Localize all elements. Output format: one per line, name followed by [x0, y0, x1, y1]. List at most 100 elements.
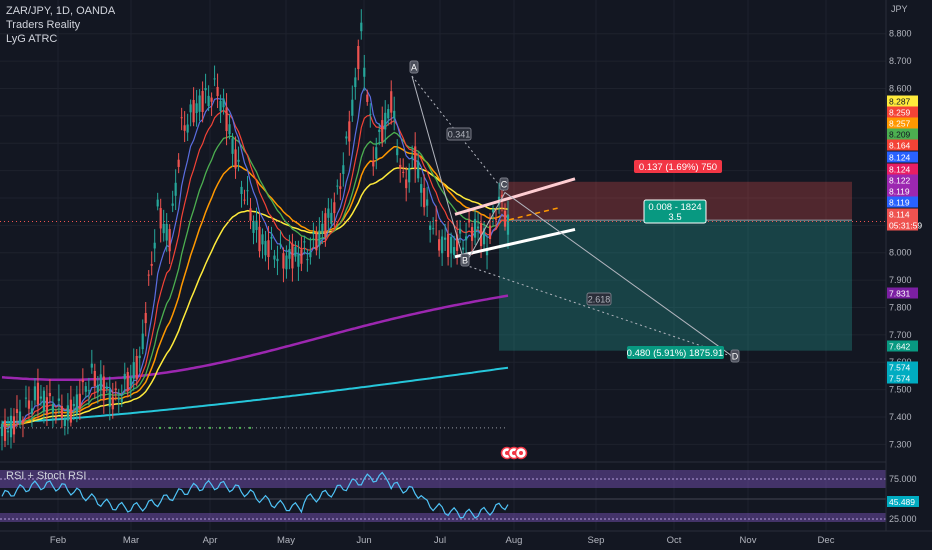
candle-body	[438, 239, 441, 251]
candle-body	[396, 148, 399, 156]
time-axis-bg	[0, 531, 932, 550]
target-label-box[interactable]	[627, 346, 724, 359]
candle-body	[327, 208, 330, 218]
price-tag-bg	[887, 372, 918, 384]
candle-body	[393, 110, 396, 119]
candle-body	[156, 199, 159, 207]
candle-body	[417, 161, 420, 179]
candle-body	[222, 98, 225, 108]
symbol-title[interactable]: ZAR/JPY, 1D, OANDA	[6, 5, 116, 17]
rsi-level-75: 75.000	[889, 474, 917, 484]
price-tag-bg	[887, 174, 918, 186]
candle-body	[336, 185, 339, 187]
candle-body	[303, 241, 306, 243]
ema-red-line	[1, 109, 509, 428]
candle-body	[476, 226, 480, 229]
stop-label-box[interactable]	[634, 160, 722, 173]
price-axis[interactable]: JPY8.8008.7008.6008.5008.4008.3008.2008.…	[885, 0, 932, 550]
candle-body	[324, 213, 327, 238]
pattern-label-a-box	[409, 60, 419, 74]
candle-body	[45, 397, 49, 414]
candle-body	[18, 411, 22, 425]
candle-body	[381, 120, 384, 142]
candle-body	[123, 373, 126, 380]
candle-body	[435, 219, 438, 222]
candlesticks	[0, 9, 510, 451]
signal-dot	[178, 426, 182, 430]
y-tick-label: 7.800	[889, 302, 912, 312]
candle-body	[54, 417, 57, 419]
signal-dot	[218, 426, 222, 430]
price-tag: 8.122	[889, 176, 911, 186]
drawings[interactable]: A B C D 0.341 2.618 0.137 (1.69%) 750 0.008 - 1…	[0, 60, 886, 460]
oversold-band	[0, 513, 886, 522]
candle-body	[447, 233, 450, 258]
price-tag-bg	[887, 95, 918, 107]
candle-body	[273, 255, 276, 260]
candle-body	[84, 386, 87, 392]
abcd-pattern-line[interactable]	[411, 75, 734, 358]
ratio-label-box[interactable]	[643, 199, 707, 224]
candle-body	[494, 219, 498, 221]
event-icon-dot	[519, 451, 523, 455]
candle-body	[75, 394, 78, 414]
candle-body	[204, 87, 207, 91]
candle-body	[453, 247, 456, 255]
pattern-label-b: B	[462, 256, 468, 266]
candle-body	[15, 409, 19, 414]
price-tag-bg	[887, 163, 918, 175]
signal-dot	[198, 426, 202, 430]
price-tag: 05:31:59	[889, 221, 922, 231]
candle-body	[240, 186, 243, 194]
candle-body	[351, 99, 354, 116]
candle-body	[165, 223, 168, 241]
time-axis[interactable]: Feb Mar Apr May Jun Jul Aug Sep Oct Nov Dec	[0, 530, 932, 550]
candle-body	[24, 397, 28, 399]
candle-body	[210, 97, 213, 102]
price-axis-bg	[886, 0, 932, 550]
candle-body	[219, 100, 222, 112]
candle-body	[132, 362, 135, 379]
candle-body	[72, 403, 75, 407]
moving-averages	[1, 86, 509, 430]
y-tick-label: 7.400	[889, 412, 912, 422]
candle-body	[102, 376, 105, 400]
x-tick-label: Sep	[588, 535, 605, 546]
candle-body	[300, 249, 303, 264]
candle-body	[506, 214, 510, 235]
channel-upper-line[interactable]	[454, 177, 576, 216]
candle-body	[399, 164, 402, 169]
candle-body	[276, 258, 279, 262]
candle-body	[420, 184, 423, 193]
ratio-label-ac-box	[446, 127, 472, 141]
x-tick-label: Jun	[356, 535, 371, 546]
currency-label: JPY	[891, 4, 908, 14]
candle-body	[369, 113, 372, 115]
candle-body	[252, 220, 255, 233]
candle-body	[488, 225, 492, 239]
candle-body	[408, 167, 411, 183]
signal-dot	[228, 426, 232, 430]
price-tag: 8.119	[889, 198, 910, 208]
candle-body	[39, 396, 43, 399]
pattern-label-d-box	[730, 349, 740, 363]
candle-body	[144, 313, 147, 324]
rsi-title[interactable]: RSI + Stoch RSI	[6, 470, 87, 482]
price-tag-bg	[887, 219, 918, 231]
candle-body	[321, 223, 324, 234]
y-tick-label: 8.600	[889, 83, 912, 93]
candle-body	[9, 415, 13, 438]
price-tag-bg	[887, 185, 918, 197]
take-profit-zone[interactable]	[499, 220, 852, 351]
channel-lower-line[interactable]	[454, 227, 576, 259]
candle-body	[153, 242, 156, 249]
x-tick-label: Mar	[123, 535, 139, 546]
candle-body	[485, 248, 489, 256]
candle-body	[42, 390, 46, 412]
y-tick-label: 8.700	[889, 56, 912, 66]
indicator-traders-reality[interactable]: Traders Reality	[6, 19, 81, 31]
price-tag: 8.209	[889, 130, 911, 140]
indicator-atrc[interactable]: LyG ATRC	[6, 33, 58, 45]
candle-body	[372, 160, 375, 167]
